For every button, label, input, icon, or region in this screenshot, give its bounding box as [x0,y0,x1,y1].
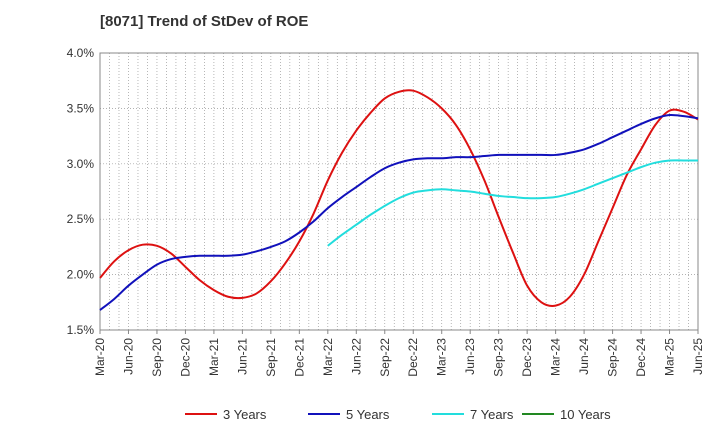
x-tick-label: Mar-20 [93,338,107,376]
x-tick-label: Mar-24 [549,338,563,376]
y-tick-label: 3.0% [67,157,95,171]
x-tick-label: Jun-22 [349,338,363,375]
x-tick-label: Dec-24 [634,338,648,377]
legend-label: 5 Years [346,407,390,422]
chart-title: [8071] Trend of StDev of ROE [100,13,309,30]
x-tick-label: Jun-25 [691,338,705,375]
y-tick-label: 1.5% [67,323,95,337]
x-tick-label: Dec-21 [292,338,306,377]
series-line-7-years [327,159,698,247]
y-tick-label: 2.5% [67,212,95,226]
x-tick-label: Mar-22 [321,338,335,376]
x-tick-label: Dec-23 [520,338,534,377]
legend-label: 10 Years [560,407,611,422]
x-tick-label: Sep-20 [150,338,164,377]
plot-border [99,52,699,331]
x-tick-label: Dec-20 [178,338,192,377]
y-tick-label: 2.0% [67,268,95,282]
x-tick-label: Jun-20 [121,338,135,375]
x-tick-label: Jun-24 [577,338,591,375]
x-tick-label: Sep-24 [606,338,620,377]
plot-area [100,53,698,330]
x-tick-label: Jun-23 [463,338,477,375]
x-tick-label: Sep-21 [264,338,278,377]
x-tick-label: Sep-22 [378,338,392,377]
x-tick-label: Sep-23 [492,338,506,377]
x-tick-label: Mar-21 [207,338,221,376]
x-tick-label: Dec-22 [406,338,420,377]
series-line-3-years [99,89,699,307]
y-tick-label: 3.5% [67,101,95,115]
legend-label: 3 Years [223,407,267,422]
x-tick-label: Mar-23 [435,338,449,376]
y-tick-label: 4.0% [67,46,95,60]
x-tick-label: Jun-21 [235,338,249,375]
series-line-5-years [99,113,699,311]
legend-label: 7 Years [470,407,514,422]
x-tick-label: Mar-25 [663,338,677,376]
